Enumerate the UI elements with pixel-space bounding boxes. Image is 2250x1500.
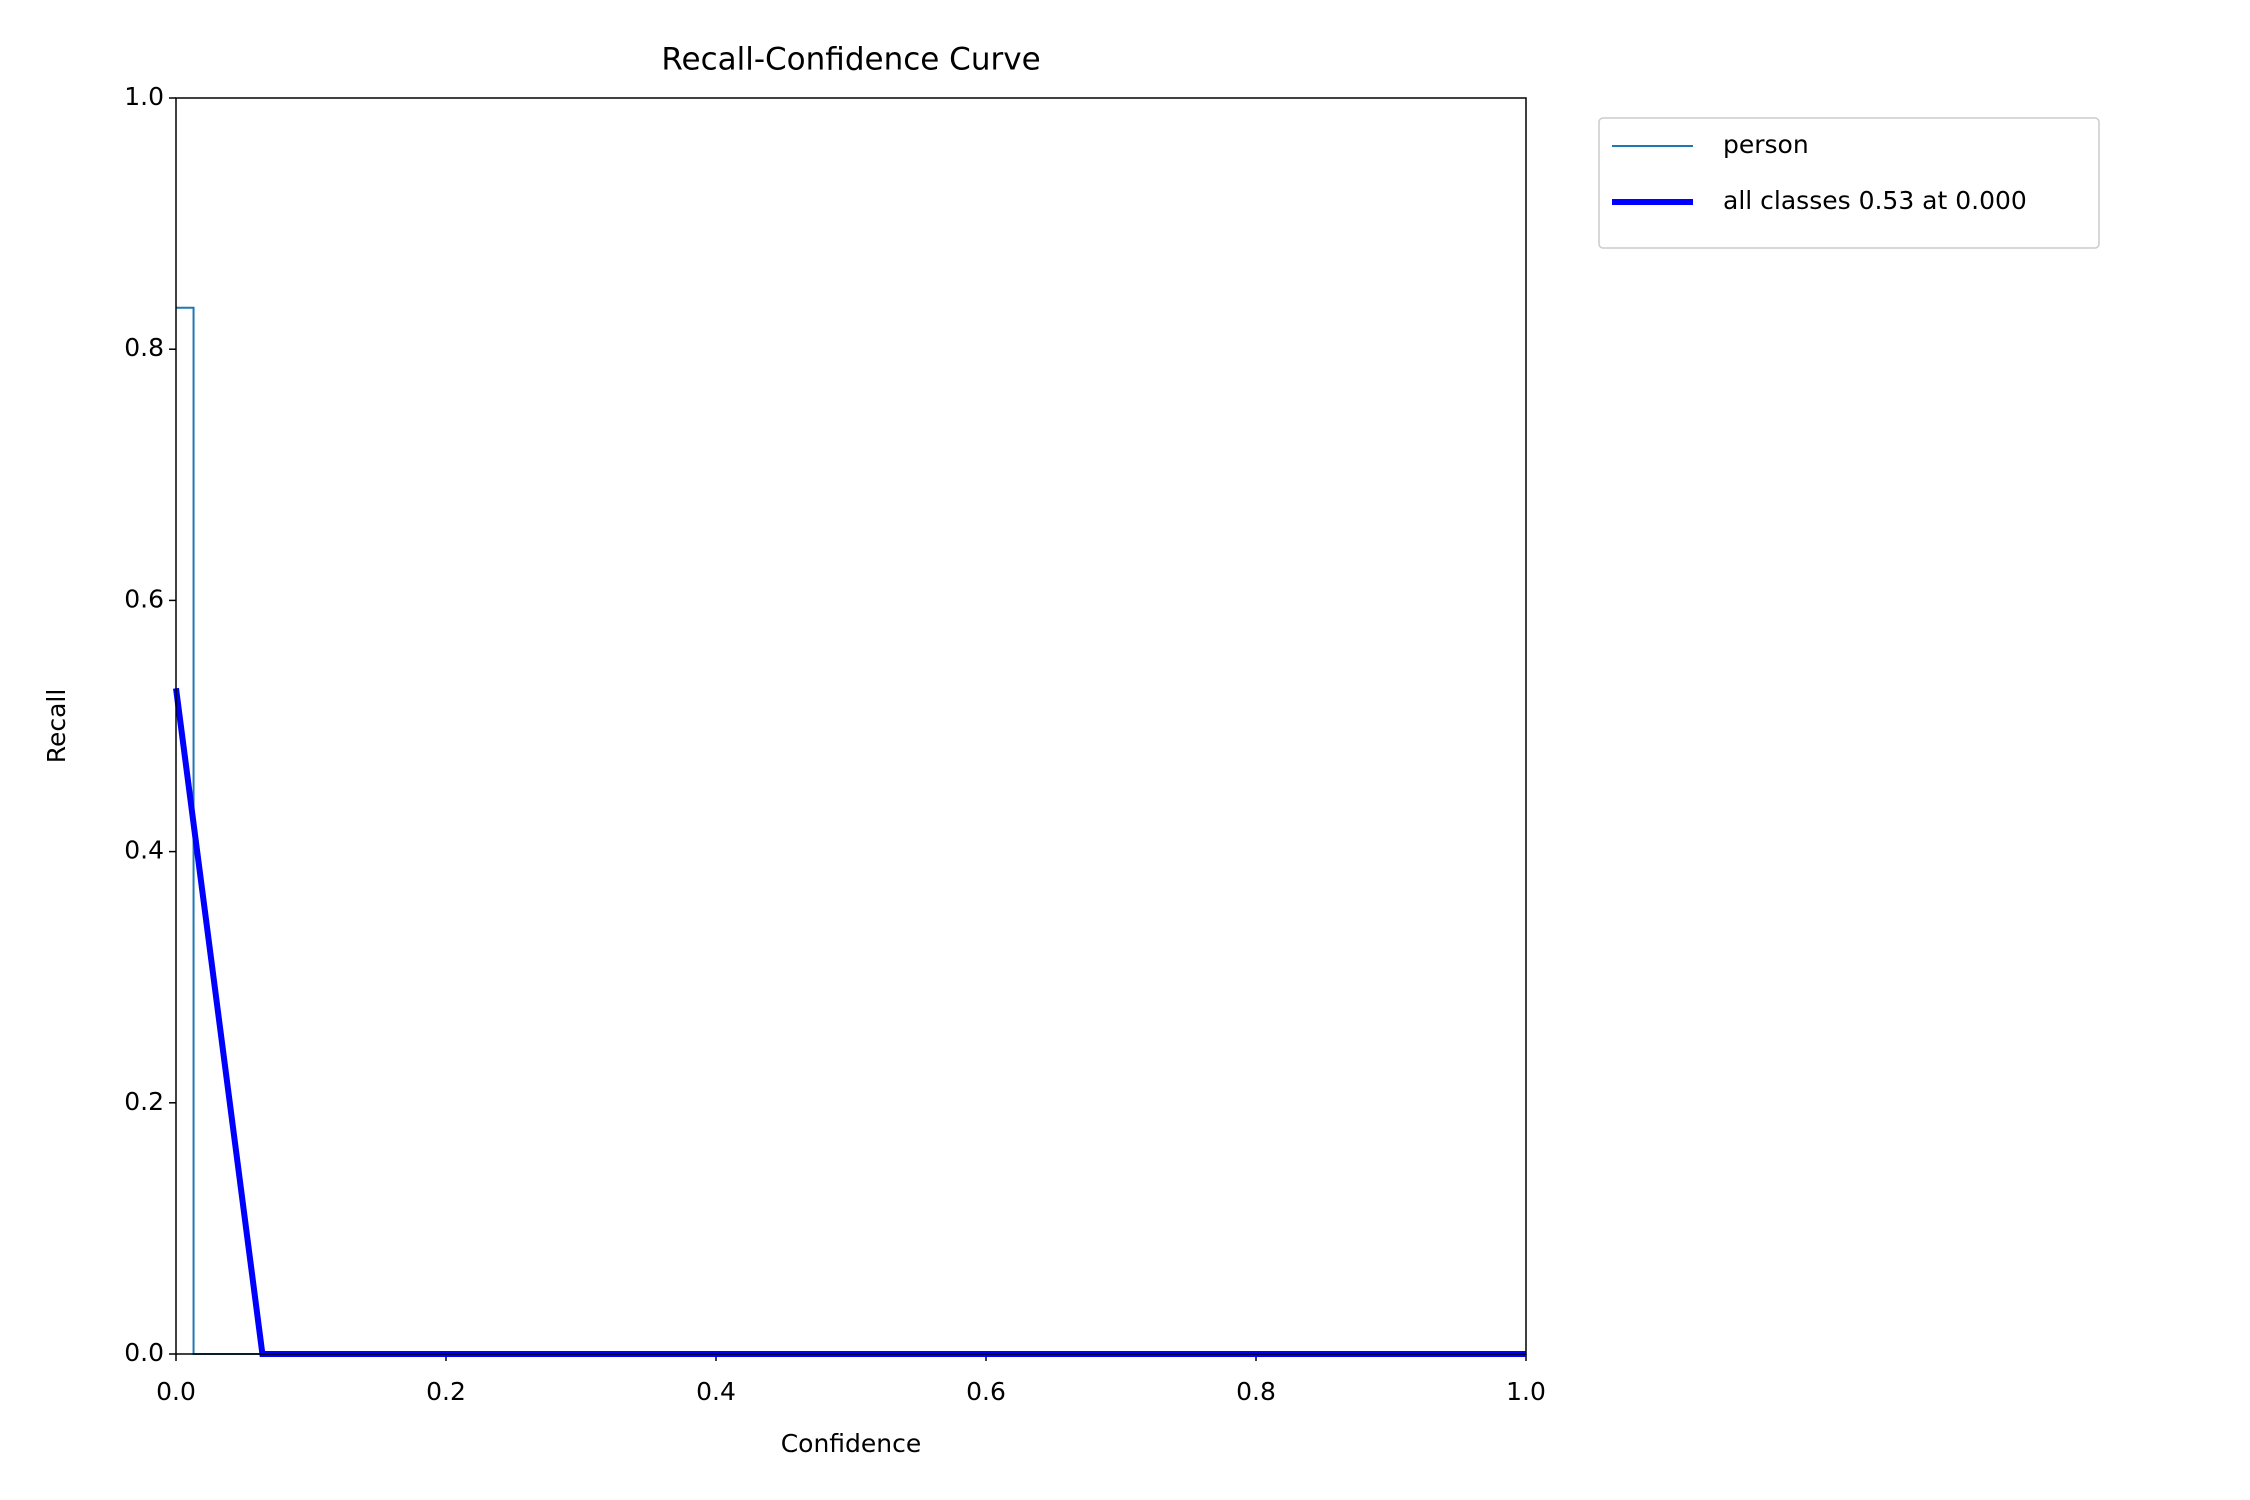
legend-label: person (1723, 130, 1809, 159)
legend-box (1598, 117, 2100, 249)
legend-label: all classes 0.53 at 0.000 (1723, 186, 2027, 215)
y-tick-label: 0.8 (124, 333, 164, 362)
y-tick-label: 0.4 (124, 836, 164, 865)
y-tick-label: 1.0 (124, 82, 164, 111)
x-tick-label: 0.0 (156, 1377, 196, 1406)
y-tick-label: 0.0 (124, 1338, 164, 1367)
x-tick-label: 0.2 (426, 1377, 466, 1406)
x-tick-label: 0.4 (696, 1377, 736, 1406)
y-tick-label: 0.6 (124, 584, 164, 613)
x-tick-label: 1.0 (1506, 1377, 1546, 1406)
x-axis-label: Confidence (781, 1429, 922, 1458)
x-tick-label: 0.8 (1236, 1377, 1276, 1406)
y-tick-label: 0.2 (124, 1087, 164, 1116)
chart-title: Recall-Confidence Curve (661, 42, 1040, 78)
x-tick-label: 0.6 (966, 1377, 1006, 1406)
plot-frame (175, 97, 1527, 1355)
y-axis-label: Recall (42, 689, 71, 764)
